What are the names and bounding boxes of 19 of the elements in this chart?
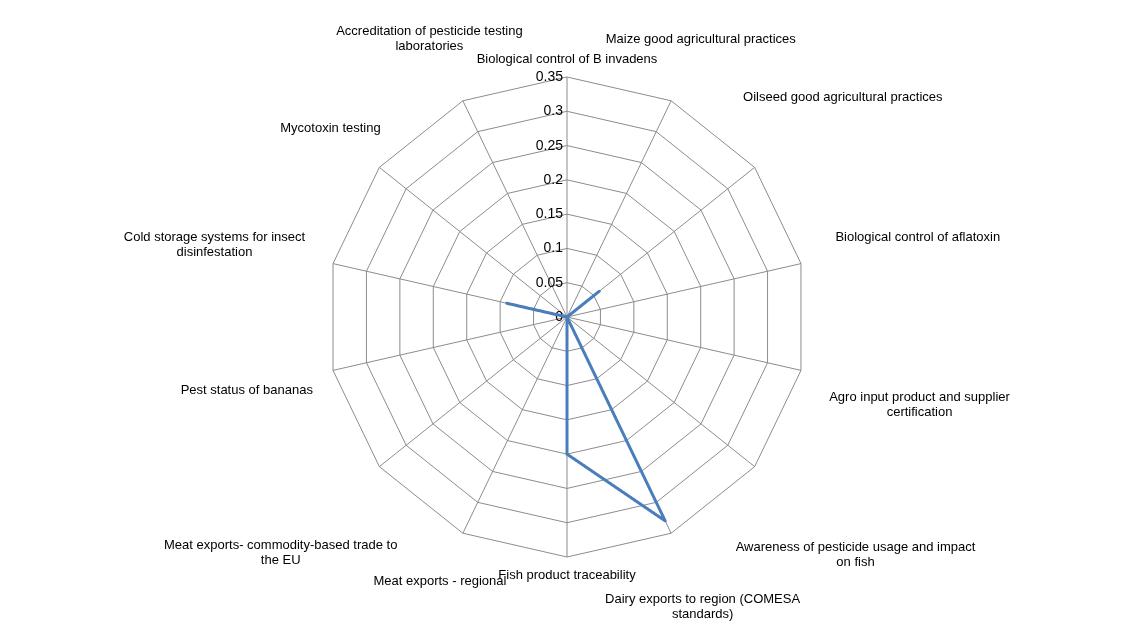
spoke-label: Meat exports- commodity-based trade to the EU — [164, 537, 398, 568]
y-tick-label: 0.05 — [535, 273, 564, 290]
spoke-label: Biological control of aflatoxin — [835, 228, 1001, 244]
spoke-label: Accreditation of pesticide testing laboratories — [336, 23, 523, 54]
spoke-label: Biological control of B invadens — [476, 51, 658, 66]
spoke-label: Oilseed good agricultural practices — [743, 89, 944, 105]
y-tick-label: 0.25 — [535, 136, 564, 153]
spoke-label: Maize good agricultural practices — [605, 31, 797, 47]
spoke-label: Cold storage systems for insect disinfestation — [123, 228, 306, 259]
y-tick-label: 0.2 — [543, 170, 564, 187]
spoke-label: Pest status of bananas — [180, 382, 314, 398]
y-tick-label: 0.1 — [543, 239, 564, 256]
y-tick-label: 0.15 — [535, 205, 564, 222]
spoke-label: Dairy exports to region (COMESA standards) — [605, 590, 801, 621]
spoke-label: Agro input product and supplier certification — [829, 389, 1011, 420]
y-tick-label: 0.3 — [543, 102, 564, 119]
spoke-label: Awareness of pesticide usage and impact on fish — [735, 539, 976, 570]
spoke-label: Mycotoxin testing — [280, 120, 381, 136]
y-tick-label: 0.35 — [535, 68, 564, 84]
